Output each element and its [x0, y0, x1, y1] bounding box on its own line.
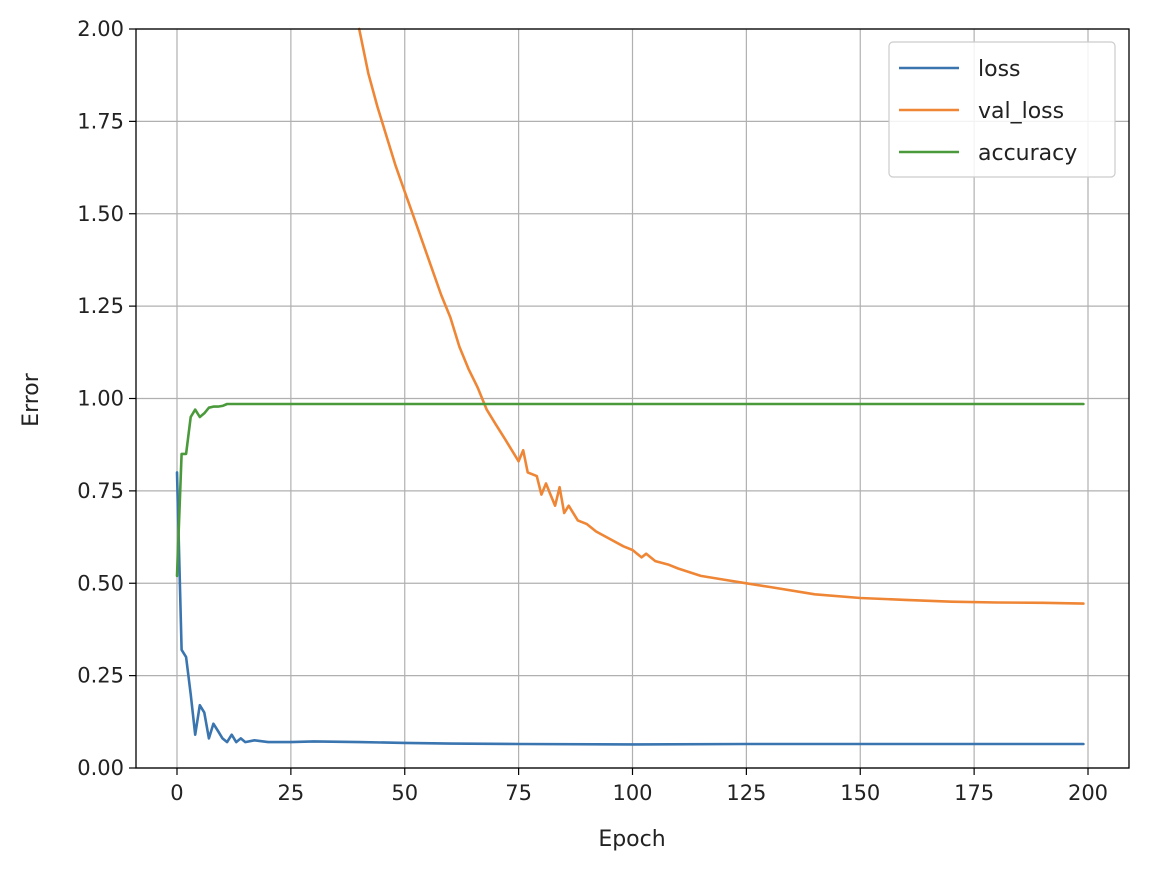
legend-label-loss: loss	[978, 57, 1021, 82]
y-tick-label: 1.75	[77, 109, 124, 133]
x-tick-label: 125	[726, 781, 766, 805]
y-tick-label: 1.50	[77, 202, 124, 226]
y-tick-label: 0.75	[77, 479, 124, 503]
legend-box	[888, 41, 1116, 178]
x-axis-title: Epoch	[598, 827, 665, 852]
legend-label-val-loss: val_loss	[978, 99, 1064, 124]
y-axis-title: Error	[19, 372, 44, 427]
y-tick-label: 0.00	[77, 756, 124, 780]
x-tick-label: 75	[505, 781, 532, 805]
x-tick-label: 25	[278, 781, 305, 805]
x-tick-label: 50	[391, 781, 418, 805]
legend-label-accuracy: accuracy	[978, 141, 1077, 166]
y-tick-label: 0.50	[77, 571, 124, 595]
series-line-accuracy	[175, 402, 1085, 578]
x-tick-label: 175	[954, 781, 994, 805]
x-tick-label: 100	[612, 781, 652, 805]
x-axis: 0 25 50 75 100 125 150 175 200	[170, 768, 1108, 805]
x-tick-label: 150	[840, 781, 880, 805]
legend: loss val_loss accuracy	[888, 41, 1116, 178]
series-line-val-loss	[357, 27, 1085, 605]
series-layer	[175, 27, 1085, 746]
y-axis: 0.00 0.25 0.50 0.75 1.00 1.25 1.50 1.75 2.00	[77, 17, 136, 780]
x-tick-label: 0	[170, 781, 183, 805]
series-line-loss	[175, 471, 1085, 746]
x-tick-label: 200	[1068, 781, 1108, 805]
y-tick-label: 0.25	[77, 664, 124, 688]
y-tick-label: 2.00	[77, 17, 124, 41]
y-tick-label: 1.25	[77, 294, 124, 318]
y-tick-label: 1.00	[77, 387, 124, 411]
